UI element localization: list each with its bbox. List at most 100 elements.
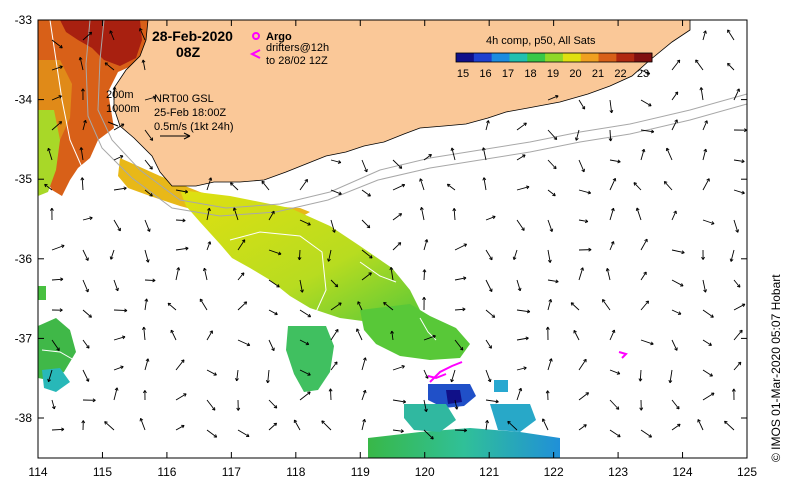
current-arrow xyxy=(142,326,146,341)
colorbar-swatches xyxy=(456,53,653,62)
current-arrow xyxy=(452,208,457,221)
current-arrow xyxy=(237,272,245,281)
current-arrow xyxy=(268,399,278,409)
x-tick-label: 125 xyxy=(737,465,757,479)
current-arrow xyxy=(299,309,312,318)
current-arrow xyxy=(578,219,589,224)
current-arrow xyxy=(574,129,580,141)
current-arrow xyxy=(82,249,89,261)
current-arrow xyxy=(516,122,527,131)
drifters-line2: to 28/02 12Z xyxy=(266,55,328,67)
current-arrow xyxy=(671,119,678,131)
colorbar-swatch xyxy=(580,53,600,62)
current-arrow xyxy=(82,279,89,293)
current-arrow xyxy=(665,147,673,161)
current-arrow xyxy=(485,215,496,221)
current-arrow xyxy=(639,399,644,411)
current-arrow xyxy=(578,99,586,110)
current-arrow xyxy=(507,420,518,431)
current-arrow xyxy=(633,182,642,191)
current-arrow xyxy=(330,328,339,341)
current-arrow xyxy=(361,249,373,259)
current-arrow xyxy=(516,309,531,314)
current-arrow xyxy=(454,428,468,433)
x-axis-ticks: 114 115 116 117 118 119 120 121 122 123 124 125 xyxy=(28,20,757,479)
current-arrow xyxy=(422,269,427,281)
current-arrow xyxy=(602,299,611,311)
isotherm-5 xyxy=(41,349,75,361)
sst-yellowgreen-west xyxy=(38,110,60,196)
current-arrow xyxy=(516,387,523,401)
current-arrow xyxy=(82,309,92,318)
current-arrow xyxy=(640,238,648,251)
sst-cyan-small xyxy=(494,380,508,392)
current-arrow xyxy=(516,154,526,161)
current-arrow xyxy=(423,239,429,251)
current-arrow xyxy=(82,339,90,349)
current-arrow xyxy=(733,303,746,311)
current-arrow xyxy=(392,429,404,434)
current-arrow xyxy=(516,336,529,341)
isotherm-3 xyxy=(359,261,397,283)
current-arrow xyxy=(361,357,367,371)
x-tick-label: 115 xyxy=(93,465,112,479)
current-arrow xyxy=(206,241,212,251)
current-vectors xyxy=(44,27,747,440)
current-arrow xyxy=(609,241,615,251)
isotherm-2 xyxy=(229,231,327,313)
current-arrow xyxy=(206,369,217,376)
current-arrow xyxy=(237,301,248,311)
colorbar-tick-label: 19 xyxy=(547,68,559,80)
colorbar-tick-label: 18 xyxy=(524,68,536,80)
altimetry-scale: 0.5m/s (1kt 24h) xyxy=(154,121,233,133)
current-arrow xyxy=(82,398,96,403)
current-arrow xyxy=(82,369,90,382)
current-arrow xyxy=(167,302,177,311)
current-arrow xyxy=(293,419,301,431)
current-arrow xyxy=(638,369,643,382)
contour-1000m xyxy=(85,20,747,217)
x-tick-label: 120 xyxy=(415,465,435,479)
current-arrow xyxy=(237,429,250,438)
current-arrow xyxy=(702,148,708,161)
colorbar-swatch xyxy=(456,53,475,62)
current-arrow xyxy=(671,279,684,287)
current-arrow xyxy=(640,429,652,438)
current-arrow xyxy=(51,65,63,71)
colorbar-swatch xyxy=(616,53,635,62)
current-arrow xyxy=(113,308,128,313)
current-arrow xyxy=(733,219,740,233)
current-arrow xyxy=(392,159,403,169)
current-arrow xyxy=(608,129,613,142)
x-tick-label: 116 xyxy=(157,465,176,479)
current-arrow xyxy=(330,219,336,233)
current-arrow xyxy=(299,391,311,401)
current-arrow xyxy=(724,420,735,431)
current-arrow xyxy=(668,369,673,384)
current-arrow xyxy=(113,387,119,401)
current-arrow xyxy=(268,309,278,316)
current-arrow xyxy=(142,390,147,401)
current-arrow xyxy=(392,242,402,251)
current-arrow xyxy=(51,339,60,351)
current-arrow xyxy=(268,249,282,256)
current-arrow xyxy=(733,128,747,133)
current-arrow xyxy=(144,219,151,232)
current-arrow xyxy=(113,365,124,371)
current-arrow xyxy=(454,339,464,351)
current-arrow xyxy=(47,147,53,161)
sst-swaths xyxy=(38,20,560,458)
current-arrow xyxy=(697,419,704,431)
current-arrow xyxy=(578,392,590,401)
current-arrow xyxy=(175,189,189,194)
current-arrow xyxy=(170,329,177,341)
current-arrow xyxy=(423,399,428,413)
contour-label-200m: 200m xyxy=(106,89,134,101)
current-arrow xyxy=(175,267,181,281)
current-arrow xyxy=(541,418,549,431)
current-arrow xyxy=(547,249,552,263)
current-arrow xyxy=(144,129,154,141)
current-arrow xyxy=(702,120,708,131)
y-tick-label: -35 xyxy=(15,172,33,186)
current-arrow xyxy=(104,62,115,71)
